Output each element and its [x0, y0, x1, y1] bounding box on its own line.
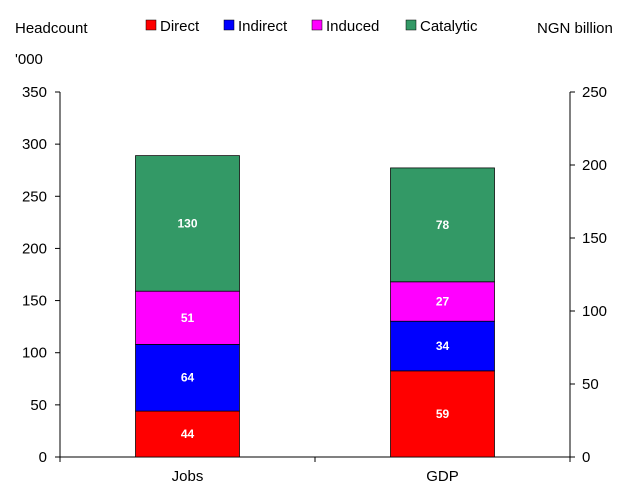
- legend-swatch-induced: [311, 19, 323, 31]
- data-label: 51: [181, 311, 195, 325]
- left-tick-label: 0: [39, 449, 47, 466]
- left-tick-label: 150: [22, 293, 47, 310]
- left-axis-title-line1: Headcount: [15, 20, 88, 37]
- category-label: GDP: [426, 468, 459, 485]
- right-tick-label: 50: [582, 376, 599, 393]
- left-tick-label: 350: [22, 84, 47, 101]
- left-axis-title-line2: '000: [15, 51, 43, 68]
- bar-segment-direct: [135, 410, 240, 458]
- data-label: 59: [436, 407, 450, 421]
- right-tick-label: 250: [582, 84, 607, 101]
- right-tick-label: 150: [582, 230, 607, 247]
- left-tick-label: 250: [22, 188, 47, 205]
- legend-label-induced: Induced: [326, 18, 379, 35]
- right-tick-label: 200: [582, 157, 607, 174]
- legend-label-catalytic: Catalytic: [420, 18, 478, 35]
- left-tick-label: 300: [22, 136, 47, 153]
- legend-label-direct: Direct: [160, 18, 200, 35]
- legend-swatch-direct: [145, 19, 157, 31]
- legend-swatch-indirect: [223, 19, 235, 31]
- bar-segment-catalytic: [390, 167, 495, 283]
- category-label: Jobs: [172, 468, 204, 485]
- data-label: 44: [181, 427, 195, 441]
- right-tick-label: 0: [582, 449, 590, 466]
- data-label: 64: [181, 371, 195, 385]
- data-label: 27: [436, 295, 450, 309]
- data-label: 34: [436, 339, 450, 353]
- data-label: 130: [177, 216, 197, 230]
- left-tick-label: 50: [30, 397, 47, 414]
- bar-segment-indirect: [390, 320, 495, 372]
- x-axis-categories: Jobs GDP: [59, 457, 571, 485]
- left-axis-ticks: 0 50 100 150 200 250 300 350: [22, 84, 60, 466]
- left-tick-label: 200: [22, 240, 47, 257]
- legend-label-indirect: Indirect: [238, 18, 288, 35]
- legend: Direct Indirect Induced Catalytic: [145, 18, 478, 35]
- legend-swatch-catalytic: [405, 19, 417, 31]
- bar-segment-induced: [135, 290, 240, 345]
- right-tick-label: 100: [582, 303, 607, 320]
- left-tick-label: 100: [22, 345, 47, 362]
- bar-segment-direct: [390, 370, 495, 458]
- bar-segment-catalytic: [135, 155, 240, 292]
- right-axis-ticks: 0 50 100 150 200 250: [570, 84, 607, 466]
- data-label: 78: [436, 218, 450, 232]
- bars: 44 64 51 130 59 34 27 78: [135, 155, 495, 458]
- right-axis-title: NGN billion: [537, 20, 613, 37]
- bar-segment-indirect: [135, 343, 240, 412]
